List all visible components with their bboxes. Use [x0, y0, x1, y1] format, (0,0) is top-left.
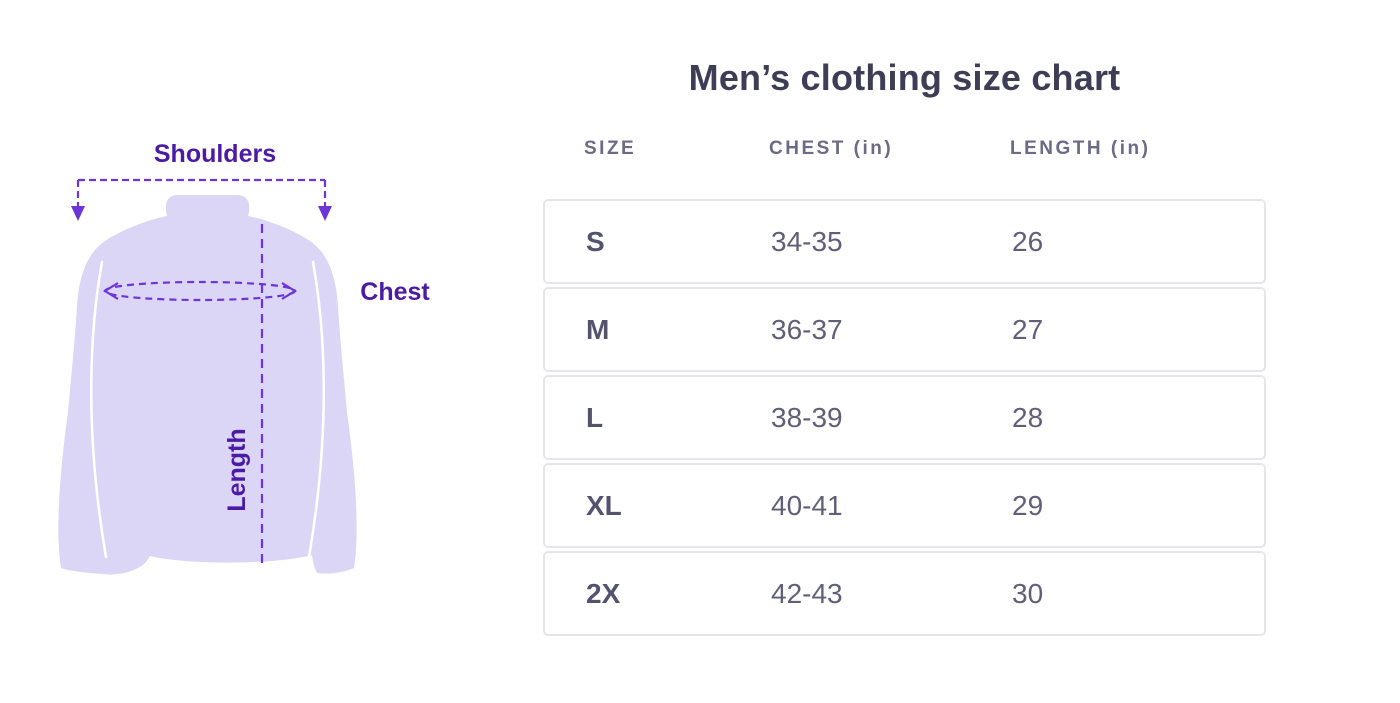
shirt-measurement-diagram: Shoulders Chest Length — [58, 140, 430, 575]
column-header-size: SIZE — [584, 138, 637, 159]
chest-label: Chest — [360, 278, 430, 306]
size-chart-panel: Men’s clothing size chart SIZE CHEST (in… — [543, 56, 1266, 639]
column-header-length: LENGTH (in) — [1010, 138, 1151, 159]
shoulders-measure-arrows — [71, 178, 332, 221]
chest-measure-ellipse — [102, 280, 298, 302]
size-cell: XL — [586, 489, 622, 521]
size-cell: L — [586, 401, 604, 433]
column-header-chest: CHEST (in) — [769, 138, 894, 159]
table-header-row: SIZE CHEST (in) LENGTH (in) — [543, 137, 1266, 161]
length-cell: 30 — [1012, 577, 1044, 609]
left-sleeve-seam — [90, 260, 108, 559]
chest-cell: 36-37 — [771, 313, 843, 345]
length-cell: 29 — [1012, 489, 1044, 521]
size-table: S 34-35 26 M 36-37 27 L 38-39 28 XL 40-4… — [543, 199, 1266, 636]
chest-cell: 34-35 — [771, 225, 843, 257]
table-row-m: M 36-37 27 — [543, 287, 1266, 372]
size-cell: 2X — [586, 577, 621, 609]
left-arrow-icon — [102, 282, 119, 300]
down-arrow-icon — [318, 206, 332, 221]
length-cell: 26 — [1012, 225, 1044, 257]
shoulders-label: Shoulders — [154, 140, 276, 168]
shirt-illustration — [58, 195, 357, 575]
table-row-xl: XL 40-41 29 — [543, 463, 1266, 548]
chest-cell: 38-39 — [771, 401, 843, 433]
page-title: Men’s clothing size chart — [688, 57, 1121, 98]
length-label: Length — [223, 428, 251, 511]
chest-cell: 42-43 — [771, 577, 843, 609]
table-row-s: S 34-35 26 — [543, 199, 1266, 284]
table-row-2x: 2X 42-43 30 — [543, 551, 1266, 636]
table-row-l: L 38-39 28 — [543, 375, 1266, 460]
right-arrow-icon — [281, 282, 298, 300]
size-cell: M — [586, 313, 610, 345]
length-cell: 27 — [1012, 313, 1044, 345]
chest-cell: 40-41 — [771, 489, 843, 521]
size-cell: S — [586, 225, 605, 257]
length-cell: 28 — [1012, 401, 1044, 433]
down-arrow-icon — [71, 206, 85, 221]
right-sleeve-seam — [307, 260, 325, 559]
